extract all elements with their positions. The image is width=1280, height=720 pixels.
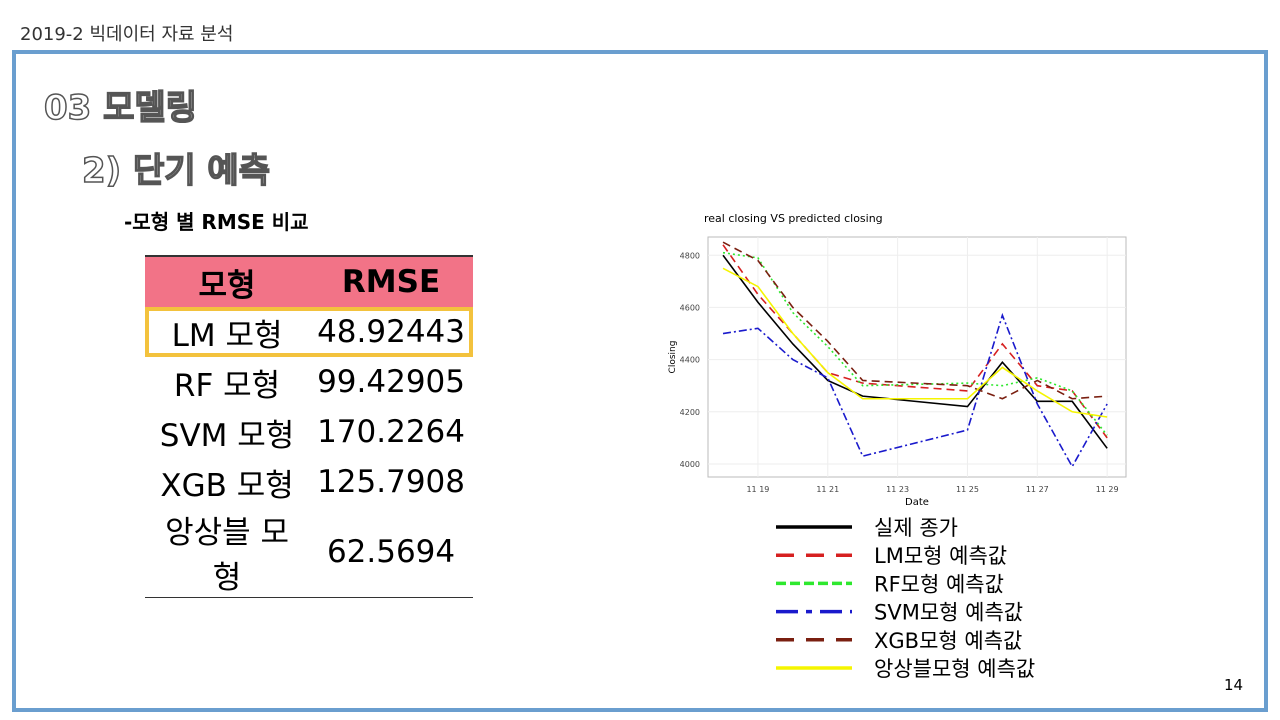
legend-label: XGB모형 예측값 [874,629,1022,653]
x-axis-title: Date [905,497,929,508]
table-cell: 앙상블 모형 [145,507,310,598]
series-line [722,267,1108,418]
table-row: XGB 모형 125.7908 [145,457,473,507]
table-cell: 48.92443 [309,307,473,357]
legend-label: SVM모형 예측값 [874,601,1023,625]
table-cell: SVM 모형 [159,417,295,454]
legend-label: 실제 종가 [874,516,958,540]
table-cell: 99.42905 [317,364,465,400]
legend-label: LM모형 예측값 [874,544,1007,568]
table-row: RF 모형 99.42905 [145,357,473,407]
subsection: 2) 단기 예측 [81,150,271,192]
course: 2019-2 빅데이터 자료 분석 [20,24,234,45]
table-cell: XGB 모형 [160,467,294,504]
x-tick-label: 11 27 [1026,485,1049,494]
y-axis-title: Closing [668,341,678,374]
x-tick-label: 11 19 [746,485,769,494]
legend-label: RF모형 예측값 [874,572,1004,596]
series-line [722,244,1108,439]
col-header: 모형 [145,255,310,307]
section: 03 모델링 [43,87,198,129]
table-row: 앙상블 모형 62.5694 [145,507,473,598]
y-tick-label: 4000 [680,460,700,469]
table-cell: 170.2264 [317,414,465,450]
x-tick-label: 11 21 [816,485,839,494]
chart-title: real closing VS predicted closing [704,212,883,225]
x-tick-label: 11 25 [956,485,979,494]
legend-label: 앙상블모형 예측값 [874,657,1035,681]
series-line [722,251,1108,436]
frame [12,50,1268,712]
table-cell: 125.7908 [317,464,465,500]
y-tick-label: 4200 [680,408,700,417]
x-tick-label: 11 29 [1096,485,1119,494]
rmse-table: 모형 RMSE LM 모형 48.92443 RF 모형 99.42905 SVM 모형 1… [145,255,473,598]
x-tick-label: 11 23 [886,485,909,494]
plot-area [707,236,1127,478]
table-cell: 62.5694 [309,507,473,598]
caption: -모형 별 RMSE 비교 [124,210,309,234]
series-line [722,241,1108,400]
table-row: LM 모형 48.92443 [145,307,473,357]
table-cell: RF 모형 [173,367,281,404]
col-header: RMSE [309,255,473,307]
y-tick-label: 4800 [680,251,700,260]
page-number: 14 [1224,676,1244,694]
y-tick-label: 4400 [680,356,700,365]
series-line [722,312,1108,469]
table-row: SVM 모형 170.2264 [145,407,473,457]
y-tick-label: 4600 [680,303,700,312]
table-cell: LM 모형 [145,307,309,357]
